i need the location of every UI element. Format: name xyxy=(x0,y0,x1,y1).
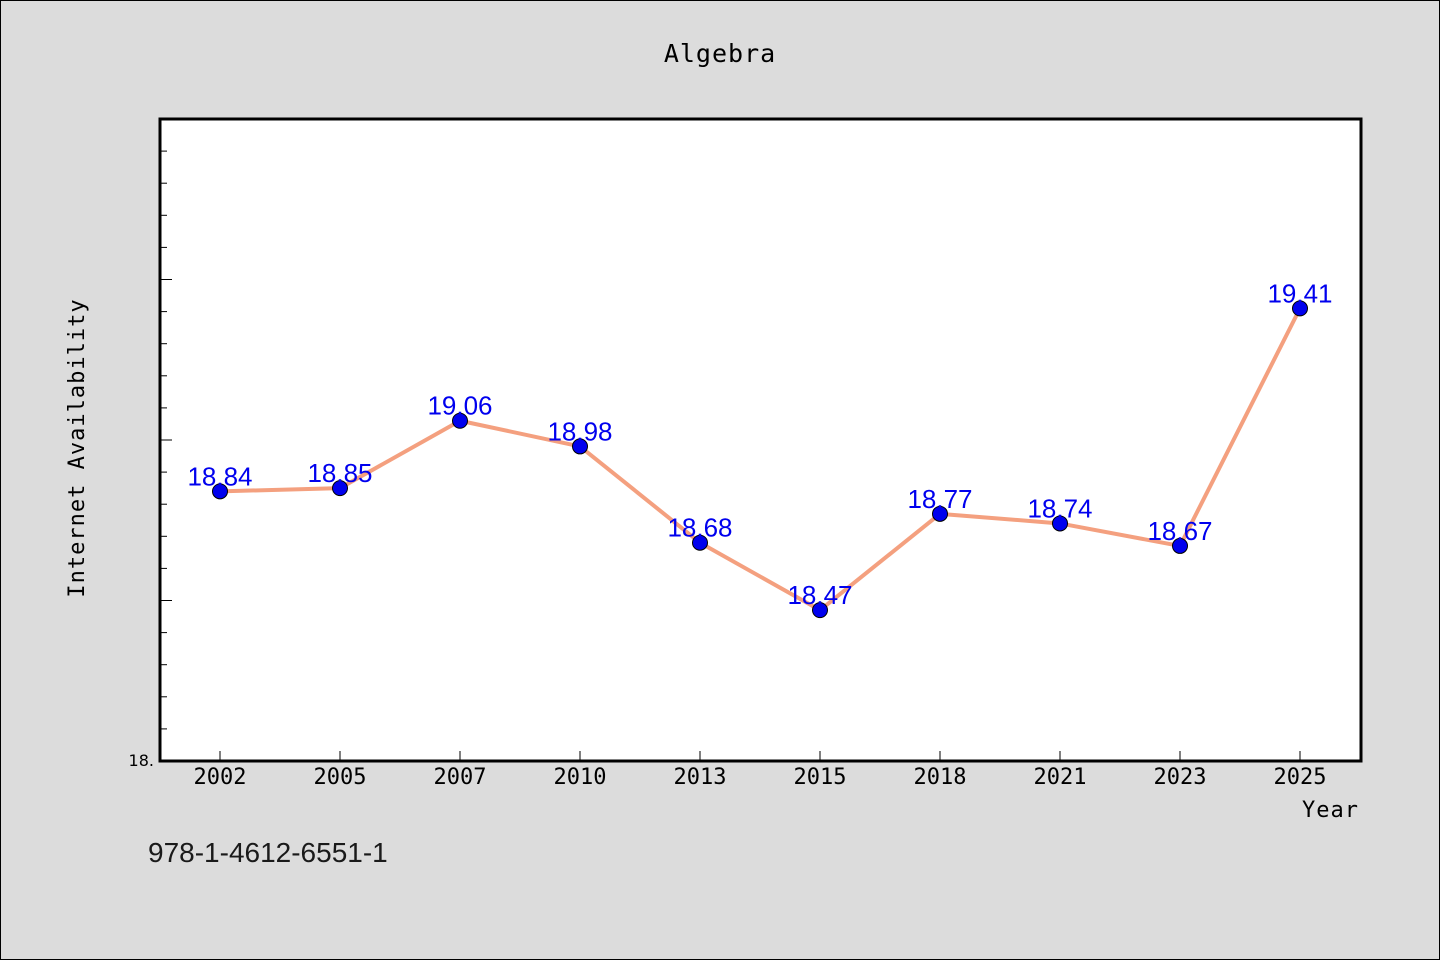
data-point xyxy=(332,480,348,497)
data-point xyxy=(932,505,948,522)
data-label: 18.68 xyxy=(667,513,732,543)
data-point xyxy=(1052,515,1068,532)
footer-isbn: 978-1-4612-6551-1 xyxy=(148,837,388,868)
x-tick-label: 2021 xyxy=(1034,765,1087,790)
chart-title: Algebra xyxy=(664,39,776,68)
x-tick-label: 2015 xyxy=(794,765,847,790)
series-group: 18.84 18.85 19.06 18.98 18.68 18.47 18.77 18.74… xyxy=(187,278,1333,619)
data-point xyxy=(1292,300,1308,317)
data-label: 18.98 xyxy=(547,416,612,446)
data-label: 18.85 xyxy=(307,458,372,488)
x-tick-label: 2010 xyxy=(554,765,607,790)
x-axis-ticks: 2002 2005 2007 2010 2013 2015 2018 2021 2023 2025 xyxy=(194,751,1327,790)
x-tick-label: 2005 xyxy=(314,765,367,790)
x-tick-label: 2002 xyxy=(194,765,247,790)
plot-area xyxy=(158,117,1363,763)
series-line xyxy=(219,307,1302,613)
y-axis-label: Internet Availability xyxy=(65,298,90,597)
data-point xyxy=(452,412,468,429)
data-label: 19.41 xyxy=(1267,278,1332,308)
x-tick-label: 2018 xyxy=(914,765,967,790)
data-point xyxy=(572,438,588,455)
x-axis-label: Year xyxy=(1302,798,1359,823)
data-label: 18.67 xyxy=(1147,516,1212,546)
x-tick-label: 2013 xyxy=(674,765,727,790)
data-label: 18.74 xyxy=(1027,493,1092,523)
data-point xyxy=(1172,537,1188,554)
data-label: 18.47 xyxy=(787,580,852,610)
y-axis-ticks xyxy=(160,150,172,730)
data-point xyxy=(812,602,828,619)
x-tick-label: 2007 xyxy=(434,765,487,790)
x-tick-label: 2025 xyxy=(1274,765,1327,790)
data-label: 18.84 xyxy=(187,461,252,491)
y-axis-min-label: 18. xyxy=(129,751,154,770)
data-point xyxy=(212,483,228,500)
x-tick-label: 2023 xyxy=(1154,765,1207,790)
data-label: 19.06 xyxy=(427,391,492,421)
data-point xyxy=(692,534,708,551)
data-label: 18.77 xyxy=(907,484,972,514)
